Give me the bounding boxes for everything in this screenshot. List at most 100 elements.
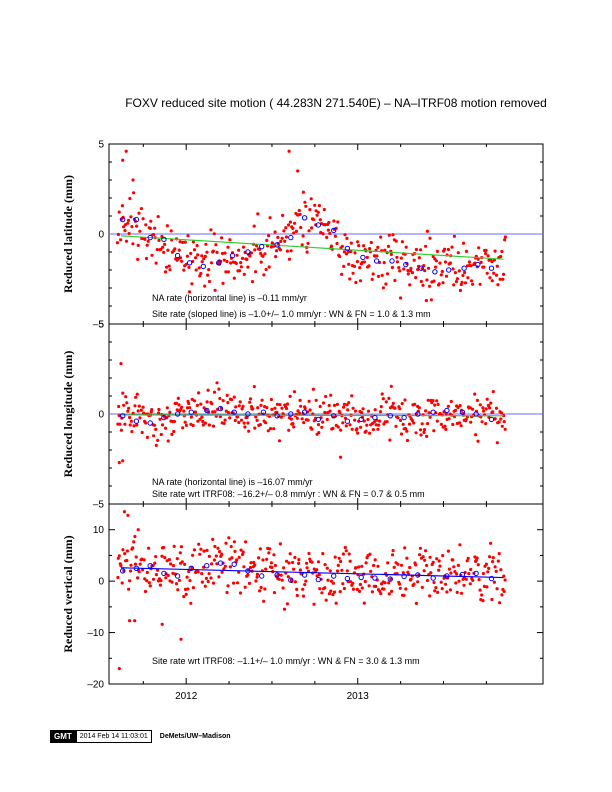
data-point — [191, 423, 195, 428]
data-point — [270, 565, 274, 570]
data-point — [303, 200, 307, 204]
data-point — [132, 424, 136, 428]
data-point — [351, 271, 355, 275]
data-point — [344, 424, 348, 428]
data-point — [274, 249, 279, 253]
page-title: FOXV reduced site motion ( 44.283N 271.5… — [125, 96, 547, 110]
data-point — [154, 443, 158, 447]
data-point — [451, 558, 455, 562]
data-point — [190, 282, 194, 286]
data-point — [342, 264, 346, 268]
data-point — [247, 429, 251, 433]
data-point — [121, 548, 125, 552]
monthly-mean-marker — [204, 407, 210, 414]
data-point — [252, 224, 256, 228]
data-point — [326, 578, 330, 582]
data-point — [158, 417, 162, 421]
data-point — [414, 276, 418, 280]
data-point — [225, 259, 229, 264]
data-point — [186, 587, 190, 591]
data-point — [385, 420, 389, 424]
data-point — [120, 581, 124, 585]
data-point — [298, 212, 302, 216]
data-point — [160, 423, 165, 427]
data-point — [292, 425, 296, 429]
data-point — [277, 439, 282, 443]
data-point — [424, 549, 428, 553]
monthly-mean-marker — [459, 409, 466, 415]
data-point-outlier — [122, 510, 126, 514]
data-point — [203, 584, 207, 588]
data-point — [305, 561, 309, 565]
data-point — [297, 411, 301, 415]
data-point — [327, 220, 331, 225]
data-point — [502, 589, 506, 594]
data-point — [285, 559, 289, 563]
data-point — [137, 404, 141, 408]
data-point — [136, 409, 140, 413]
data-point — [283, 239, 287, 243]
data-point — [380, 392, 384, 396]
data-point — [395, 260, 399, 264]
data-point — [207, 554, 211, 559]
data-point — [308, 208, 312, 212]
data-point — [193, 399, 197, 403]
data-point — [390, 265, 394, 270]
data-point — [252, 385, 256, 389]
data-point — [452, 565, 456, 569]
data-point — [293, 221, 297, 225]
data-point — [499, 568, 503, 572]
data-point — [135, 392, 139, 396]
data-point — [170, 580, 174, 584]
data-point — [358, 582, 362, 587]
data-point — [409, 577, 413, 581]
data-point — [124, 395, 128, 399]
data-point — [279, 239, 283, 243]
data-point — [474, 433, 478, 437]
data-point — [323, 563, 327, 567]
data-point — [354, 280, 358, 285]
data-point — [325, 235, 329, 239]
data-point — [345, 236, 349, 240]
monthly-mean-marker — [217, 560, 224, 566]
data-point — [307, 551, 311, 556]
data-point — [191, 553, 195, 557]
monthly-mean-marker — [331, 413, 337, 419]
site-rate-line — [120, 235, 504, 260]
data-point — [455, 277, 459, 281]
data-point — [471, 578, 475, 583]
data-point — [264, 567, 268, 571]
data-point — [299, 404, 303, 408]
data-point — [232, 581, 236, 585]
data-point — [156, 438, 160, 442]
data-point — [183, 587, 188, 592]
data-point — [204, 242, 208, 246]
data-point — [176, 588, 180, 592]
data-point — [450, 245, 454, 249]
monthly-mean-marker — [358, 416, 364, 423]
data-point — [318, 587, 322, 591]
data-point — [438, 261, 442, 265]
data-point — [188, 579, 192, 583]
data-point — [313, 203, 317, 207]
data-point — [378, 410, 383, 414]
data-point — [497, 420, 501, 424]
data-point — [180, 259, 184, 263]
data-point — [232, 276, 236, 280]
data-point — [203, 254, 207, 258]
data-point — [289, 249, 293, 253]
data-point — [353, 409, 358, 413]
data-point — [462, 583, 466, 587]
data-point — [363, 579, 367, 584]
data-point — [379, 405, 383, 409]
data-point — [128, 415, 132, 420]
monthly-mean-marker — [245, 411, 251, 417]
data-point — [301, 190, 305, 194]
monthly-mean-marker — [488, 575, 495, 582]
data-point — [220, 251, 225, 256]
data-point — [457, 269, 461, 273]
data-point — [117, 414, 121, 418]
data-point — [503, 238, 507, 242]
data-point — [499, 411, 504, 415]
data-point — [413, 402, 417, 406]
